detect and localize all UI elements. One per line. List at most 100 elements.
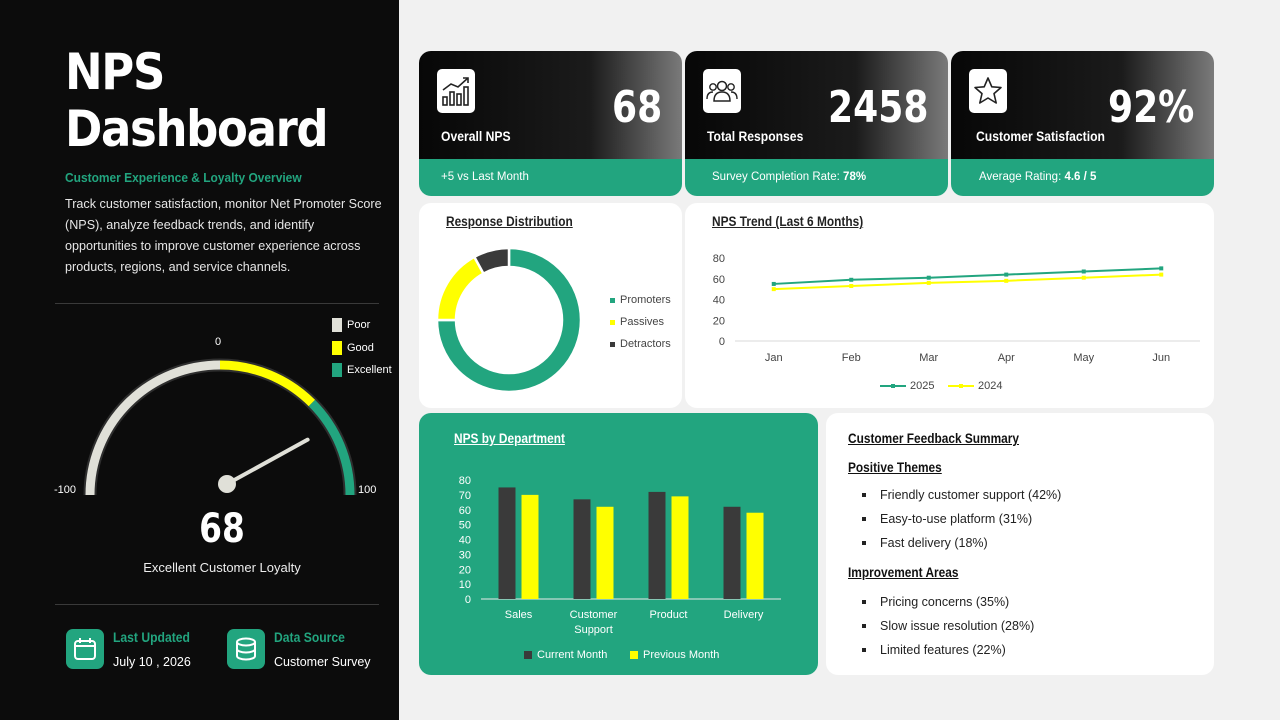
- feedback-summary-title: Customer Feedback Summary: [848, 431, 1020, 446]
- x-tick-label: Customer: [570, 609, 618, 621]
- legend-label: Poor: [347, 319, 371, 331]
- gauge-mid-label: 0: [215, 336, 222, 348]
- legend-swatch: [332, 318, 342, 332]
- kpi-value: 2458: [827, 82, 928, 133]
- x-tick-label: Delivery: [724, 609, 764, 621]
- kpi-footer: Average Rating: 4.6 / 5: [951, 159, 1214, 196]
- x-tick-label: Feb: [842, 352, 861, 364]
- nps-trend-chart: 80 60 40 20 0 Jan Feb Mar Apr May Jun: [713, 253, 1200, 364]
- nps-gauge: [83, 358, 357, 496]
- x-tick-label: Jan: [765, 352, 783, 364]
- x-tick-label: Mar: [919, 352, 938, 364]
- x-tick-label: Jun: [1152, 352, 1170, 364]
- kpi-footer-bold: 4.6 / 5: [1064, 171, 1097, 183]
- series-point-2024: [1004, 278, 1009, 283]
- legend-passives: Passives: [610, 316, 664, 328]
- star-icon: [969, 69, 1007, 113]
- response-distribution-title: Response Distribution: [446, 214, 573, 229]
- kpi-card-overall-nps: Overall NPS 68 +5 vs Last Month: [419, 51, 682, 196]
- y-tick-label: 40: [713, 295, 725, 307]
- series-point-2025: [1159, 266, 1164, 271]
- legend-swatch: [630, 651, 638, 659]
- data-source-title: Data Source: [274, 630, 345, 645]
- legend-2025: 2025: [880, 380, 934, 392]
- nps-trend-card: [685, 203, 1214, 408]
- left-panel: NPS Dashboard Customer Experience & Loya…: [0, 0, 399, 720]
- kpi-label: Customer Satisfaction: [976, 129, 1105, 144]
- gauge-min-label: -100: [54, 484, 77, 496]
- gauge-max-label: 100: [358, 484, 377, 496]
- gauge-value: 68: [199, 506, 245, 552]
- legend-swatch: [610, 319, 615, 325]
- series-point-2024: [1159, 272, 1164, 277]
- series-point-2024: [849, 284, 854, 289]
- series-point-2024: [926, 280, 931, 285]
- legend-swatch: [610, 341, 615, 347]
- bar-current-month: [723, 506, 741, 599]
- last-updated-value: July 10 , 2026: [113, 655, 191, 669]
- calendar-icon: [66, 629, 104, 669]
- series-line-2025: [773, 267, 1162, 285]
- series-point-2025: [926, 275, 931, 280]
- kpi-footer-text: +5 vs Last Month: [441, 171, 529, 183]
- improvement-areas-title: Improvement Areas: [848, 565, 959, 580]
- x-tick-label: Apr: [998, 352, 1015, 364]
- bar-previous-month: [596, 506, 614, 599]
- positive-themes-list: Friendly customer support (42%) Easy-to-…: [862, 483, 1061, 555]
- nps-department-title: NPS by Department: [454, 431, 565, 446]
- legend-label: 2025: [910, 380, 935, 392]
- gauge-segment-good: [219, 360, 316, 407]
- bar-previous-month: [671, 496, 689, 599]
- list-item: Slow issue resolution (28%): [862, 614, 1034, 638]
- last-updated-title: Last Updated: [113, 630, 190, 645]
- legend-swatch: [332, 363, 342, 377]
- data-source-value: Customer Survey: [274, 655, 371, 669]
- kpi-label: Overall NPS: [441, 129, 511, 144]
- series-point-2025: [1081, 269, 1086, 274]
- y-tick-label: 0: [719, 336, 725, 348]
- legend-label: Excellent: [347, 364, 392, 376]
- gauge-track: [83, 358, 357, 496]
- list-item: Easy-to-use platform (31%): [862, 507, 1061, 531]
- y-tick-label: 20: [713, 315, 725, 327]
- list-item: Fast delivery (18%): [862, 531, 1061, 555]
- page-description: Track customer satisfaction, monitor Net…: [65, 197, 382, 274]
- improvement-areas-list: Pricing concerns (35%) Slow issue resolu…: [862, 590, 1034, 662]
- gauge-needle: [225, 437, 310, 486]
- kpi-label: Total Responses: [707, 129, 804, 144]
- kpi-footer-bold: 78%: [843, 171, 867, 183]
- gauge-needle-hub: [218, 475, 236, 493]
- page-title: NPS Dashboard: [65, 43, 329, 158]
- nps-trend-title: NPS Trend (Last 6 Months): [712, 214, 864, 229]
- y-tick-label: 40: [459, 535, 471, 547]
- gauge-caption: Excellent Customer Loyalty: [143, 560, 301, 575]
- legend-swatch: [948, 384, 974, 388]
- y-tick-label: 80: [459, 475, 471, 487]
- users-icon: [703, 69, 741, 113]
- divider: [55, 604, 379, 605]
- legend-label: Good: [347, 342, 374, 354]
- kpi-card-customer-satisfaction: Customer Satisfaction 92% Average Rating…: [951, 51, 1214, 196]
- y-tick-label: 30: [459, 549, 471, 561]
- title-line-1: NPS: [65, 43, 165, 101]
- y-tick-label: 10: [459, 579, 471, 591]
- donut-slice-passives: [435, 255, 486, 322]
- list-item: Friendly customer support (42%): [862, 483, 1061, 507]
- x-tick-label: Sales: [505, 609, 533, 621]
- donut-chart: [435, 246, 583, 394]
- kpi-value: 68: [611, 82, 662, 133]
- legend-swatch: [524, 651, 532, 659]
- legend-label: Current Month: [537, 649, 608, 661]
- kpi-footer-text: Average Rating:: [979, 171, 1065, 183]
- bar-current-month: [573, 499, 591, 599]
- database-icon: [227, 629, 265, 669]
- gauge-legend-good: Good: [332, 341, 374, 355]
- chart-icon: [437, 69, 475, 113]
- series-point-2025: [771, 281, 776, 286]
- legend-label: Passives: [620, 316, 665, 328]
- gauge-segment-poor: [85, 360, 221, 496]
- series-point-2024: [771, 287, 776, 292]
- legend-2024: 2024: [948, 380, 1002, 392]
- donut-slice-detractors: [472, 246, 511, 276]
- page-subtitle: Customer Experience & Loyalty Overview: [65, 170, 302, 185]
